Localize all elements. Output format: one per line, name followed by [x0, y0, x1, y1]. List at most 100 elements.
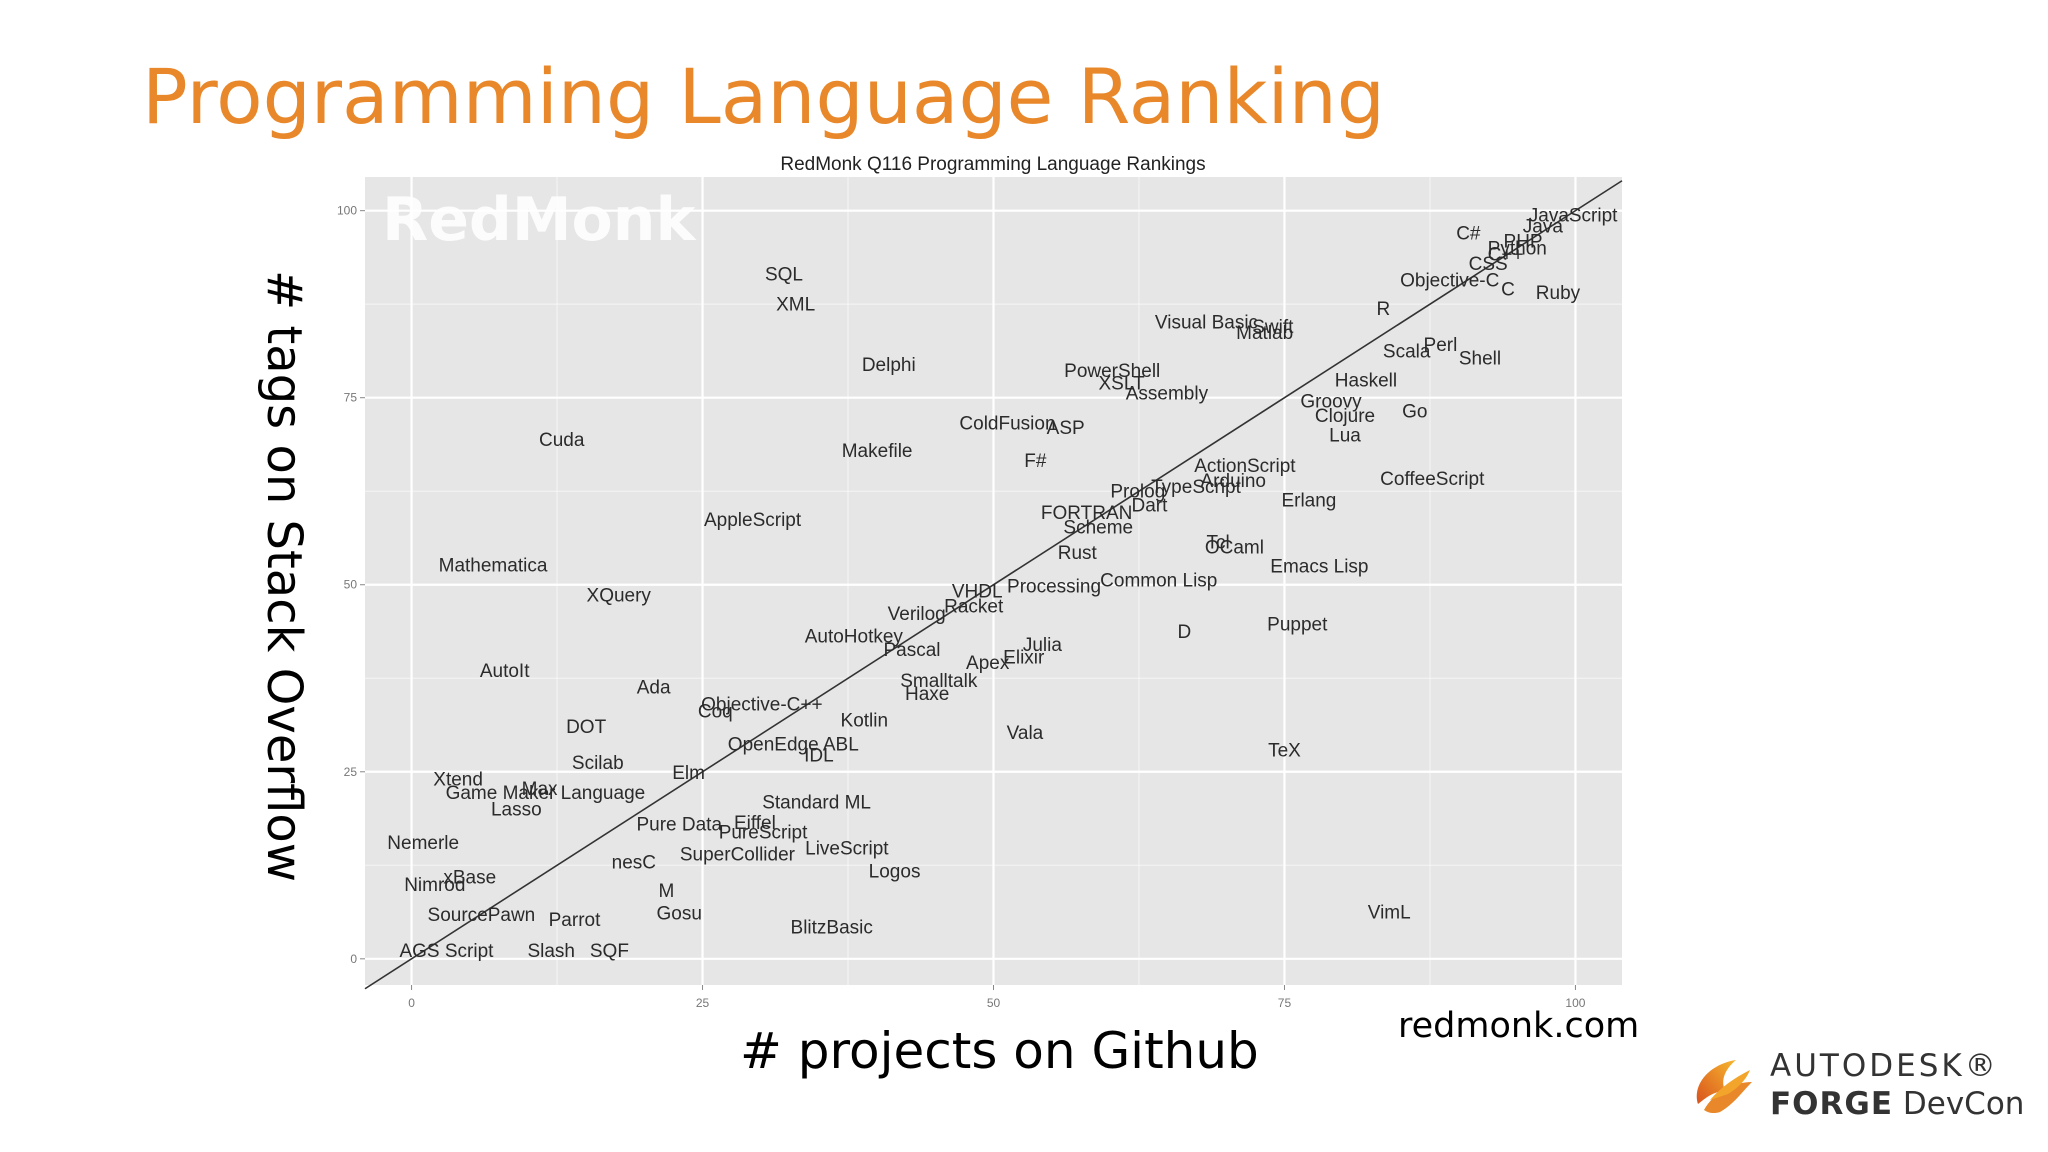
point-label: XSLT [1098, 374, 1145, 395]
forge-flame-icon [1696, 1060, 1752, 1114]
autodesk-forge-logo: AUTODESK® FORGE DevCon [1690, 1046, 2030, 1126]
source-credit: redmonk.com [1398, 1006, 1640, 1046]
point-label: SQL [765, 265, 803, 286]
point-label: Standard ML [762, 793, 871, 814]
point-label: Nemerle [387, 833, 459, 854]
point-label: Cuda [539, 430, 585, 451]
logo-devcon-word: DevCon [1893, 1086, 2025, 1122]
y-tick-label: 75 [344, 391, 358, 405]
point-label: OCaml [1205, 538, 1264, 559]
point-label: Lasso [491, 799, 542, 820]
point-label: Apex [966, 653, 1010, 674]
point-label: C++ [1488, 244, 1524, 265]
point-label: Prolog [1110, 481, 1165, 502]
point-label: BlitzBasic [791, 918, 873, 939]
point-label: LiveScript [805, 838, 889, 859]
point-label: Nimrod [404, 875, 465, 896]
point-label: Gosu [657, 903, 702, 924]
point-label: Haskell [1335, 371, 1397, 392]
point-label: Swift [1252, 317, 1294, 338]
point-label: Perl [1424, 335, 1458, 356]
point-label: Slash [527, 941, 575, 962]
point-label: Game Maker Language [446, 783, 646, 804]
point-label: SuperCollider [680, 844, 796, 865]
point-label: Tcl [1207, 532, 1230, 553]
redmonk-watermark: RedMonk [382, 185, 697, 255]
x-tick-label: 0 [408, 996, 415, 1010]
point-label: Lua [1329, 425, 1361, 446]
point-label: SourcePawn [428, 905, 536, 926]
x-tick-label: 25 [696, 996, 710, 1010]
point-label: Objective-C [1400, 270, 1499, 291]
point-label: Eiffel [734, 813, 776, 834]
point-label: OpenEdge ABL [728, 734, 859, 755]
x-tick-label: 75 [1278, 996, 1292, 1010]
logo-forge-devcon-text: FORGE DevCon [1770, 1086, 2024, 1122]
point-label: ColdFusion [959, 413, 1055, 434]
point-label: Delphi [862, 355, 916, 376]
y-tick-label: 25 [344, 765, 358, 779]
point-label: Max [522, 779, 558, 800]
point-label: Common Lisp [1100, 571, 1217, 592]
point-label: PowerShell [1064, 361, 1160, 382]
point-label: AutoIt [480, 661, 530, 682]
point-label: Groovy [1300, 392, 1362, 413]
point-label: Elm [672, 763, 705, 784]
point-label: XQuery [587, 585, 652, 606]
point-label: Racket [944, 597, 1004, 618]
point-label: Smalltalk [900, 671, 978, 692]
point-label: ActionScript [1194, 456, 1296, 477]
point-label: Makefile [842, 441, 913, 462]
point-label: Logos [869, 862, 921, 883]
point-label: C# [1456, 223, 1481, 244]
point-label: Julia [1023, 635, 1063, 656]
y-tick-label: 100 [337, 204, 357, 218]
point-label: Go [1402, 401, 1427, 422]
y-tick-label: 50 [344, 578, 358, 592]
point-label: JavaScript [1529, 205, 1618, 226]
point-label: Assembly [1126, 383, 1209, 404]
point-label: Puppet [1267, 615, 1328, 636]
point-label: Objective-C++ [701, 695, 822, 716]
point-label: Processing [1007, 576, 1101, 597]
point-label: Matlab [1236, 323, 1293, 344]
point-label: C [1501, 279, 1515, 300]
x-tick-label: 100 [1565, 996, 1585, 1010]
point-label: Pure Data [636, 814, 722, 835]
point-label: TeX [1268, 740, 1301, 761]
logo-forge-word: FORGE [1770, 1086, 1894, 1122]
point-label: VHDL [952, 582, 1003, 603]
point-label: ASP [1047, 418, 1085, 439]
point-label: Dart [1132, 496, 1169, 517]
point-label: Coq [698, 701, 733, 722]
logo-autodesk-text: AUTODESK® [1770, 1048, 1999, 1084]
point-label: Verilog [888, 604, 946, 625]
point-label: Xtend [433, 770, 483, 791]
point-label: FORTRAN [1041, 503, 1132, 524]
point-label: Ruby [1536, 283, 1581, 304]
point-label: Java [1523, 217, 1564, 238]
point-label: F# [1024, 451, 1047, 472]
point-label: R [1377, 299, 1391, 320]
point-label: AGS Script [399, 941, 494, 962]
point-label: Scilab [572, 753, 624, 774]
point-labels: JavaScriptJavaPHPPythonC#CSSC++CObjectiv… [387, 205, 1618, 961]
reference-line [364, 180, 1623, 990]
point-label: Clojure [1315, 406, 1375, 427]
point-label: Python [1488, 238, 1547, 259]
point-label: PHP [1504, 232, 1543, 253]
point-label: Elixir [1003, 648, 1045, 669]
point-label: Ada [637, 677, 671, 698]
point-label: Mathematica [439, 556, 548, 577]
point-label: AutoHotkey [805, 627, 904, 648]
point-label: CSS [1469, 254, 1508, 275]
point-label: Scheme [1063, 517, 1133, 538]
point-label: Parrot [549, 910, 601, 931]
slide-title: Programming Language Ranking [142, 52, 1386, 141]
point-label: M [659, 881, 675, 902]
point-label: PureScript [719, 823, 808, 844]
point-label: Haxe [905, 684, 949, 705]
chart-title: RedMonk Q116 Programming Language Rankin… [780, 154, 1205, 175]
x-axis-caption: # projects on Github [740, 1022, 1259, 1080]
